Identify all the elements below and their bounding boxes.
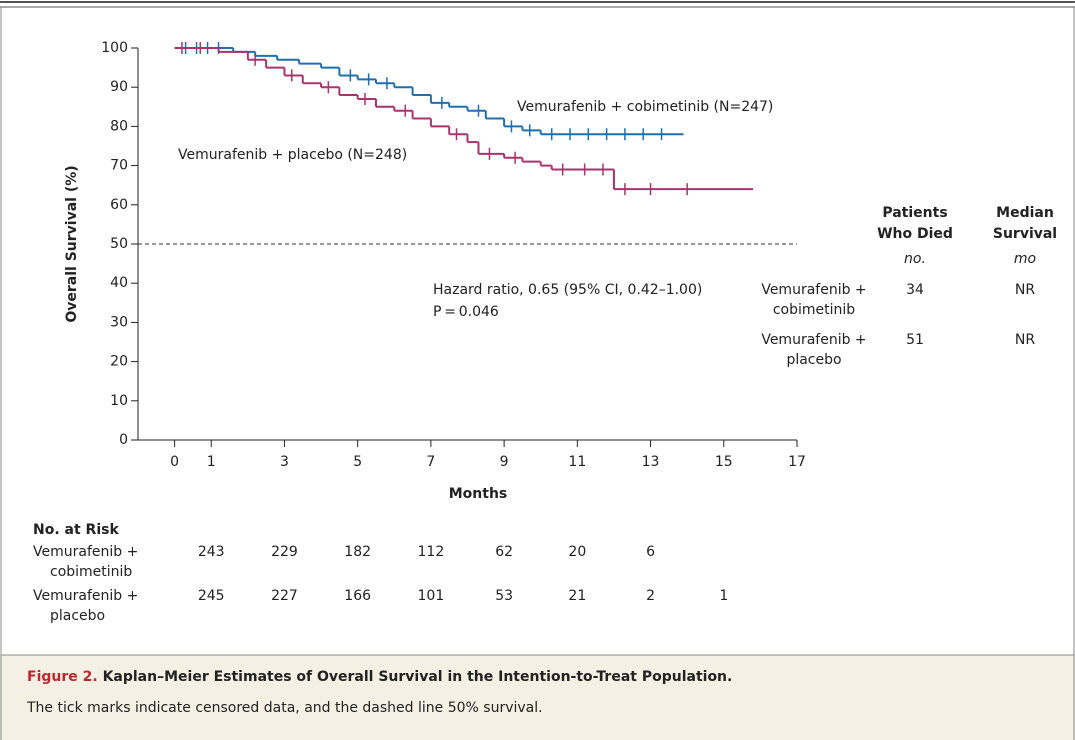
caption-text: The tick marks indicate censored data, a…: [26, 700, 543, 716]
x-tick-label: 5: [353, 454, 362, 470]
table-header: Median: [996, 205, 1054, 221]
table-header: Survival: [993, 226, 1057, 242]
caption-title: Figure 2. Kaplan–Meier Estimates of Over…: [27, 669, 732, 685]
y-tick-label: 60: [110, 197, 128, 213]
risk-value: 101: [418, 588, 445, 604]
risk-value: 227: [271, 588, 298, 604]
x-axis-label: Months: [449, 486, 508, 502]
risk-value: 245: [198, 588, 225, 604]
risk-value: 21: [568, 588, 586, 604]
table-cell: NR: [1015, 332, 1035, 348]
y-tick-label: 70: [110, 158, 128, 174]
y-tick-label: 90: [110, 79, 128, 95]
series-label: Vemurafenib + cobimetinib (N=247): [517, 99, 773, 115]
annotation: Hazard ratio, 0.65 (95% CI, 0.42–1.00): [433, 282, 702, 298]
x-tick-label: 15: [715, 454, 733, 470]
risk-value: 6: [646, 544, 655, 560]
risk-value: 182: [344, 544, 371, 560]
risk-value: 112: [418, 544, 445, 560]
risk-value: 2: [646, 588, 655, 604]
y-tick-label: 10: [110, 393, 128, 409]
risk-value: 20: [568, 544, 586, 560]
x-tick-label: 1: [207, 454, 216, 470]
x-tick-label: 17: [788, 454, 806, 470]
y-tick-label: 80: [110, 118, 128, 134]
x-tick-label: 3: [280, 454, 289, 470]
annotation: P = 0.046: [433, 304, 499, 320]
risk-row-label: Vemurafenib +: [33, 544, 138, 560]
x-tick-label: 7: [426, 454, 435, 470]
risk-value: 243: [198, 544, 225, 560]
caption-background: [0, 655, 1075, 740]
y-tick-label: 30: [110, 314, 128, 330]
risk-value: 53: [495, 588, 513, 604]
risk-value: 1: [719, 588, 728, 604]
x-tick-label: 9: [500, 454, 509, 470]
table-row-label: placebo: [786, 352, 841, 368]
figure-number: Figure 2.: [27, 669, 98, 685]
table-row-label: Vemurafenib +: [761, 282, 866, 298]
table-cell: 34: [906, 282, 924, 298]
table-row-label: cobimetinib: [773, 302, 855, 318]
risk-row-label: Vemurafenib +: [33, 588, 138, 604]
y-tick-label: 50: [110, 236, 128, 252]
caption-heading: Kaplan–Meier Estimates of Overall Surviv…: [103, 669, 733, 685]
y-tick-label: 0: [119, 432, 128, 448]
table-cell: 51: [906, 332, 924, 348]
table-header: Patients: [882, 205, 947, 221]
y-axis-label: Overall Survival (%): [64, 165, 80, 322]
table-header: Who Died: [877, 226, 953, 242]
x-tick-label: 11: [568, 454, 586, 470]
x-tick-label: 0: [170, 454, 179, 470]
risk-row-label: placebo: [50, 608, 105, 624]
y-tick-label: 20: [110, 354, 128, 370]
y-tick-label: 40: [110, 275, 128, 291]
table-cell: NR: [1015, 282, 1035, 298]
x-tick-label: 13: [642, 454, 660, 470]
risk-value: 229: [271, 544, 298, 560]
series-label: Vemurafenib + placebo (N=248): [178, 147, 407, 163]
risk-table-title: No. at Risk: [33, 522, 119, 538]
y-tick-label: 100: [101, 40, 128, 56]
table-row-label: Vemurafenib +: [761, 332, 866, 348]
risk-row-label: cobimetinib: [50, 564, 132, 580]
risk-value: 62: [495, 544, 513, 560]
table-header: mo: [1014, 251, 1036, 267]
table-header: no.: [904, 251, 926, 267]
risk-value: 166: [344, 588, 371, 604]
